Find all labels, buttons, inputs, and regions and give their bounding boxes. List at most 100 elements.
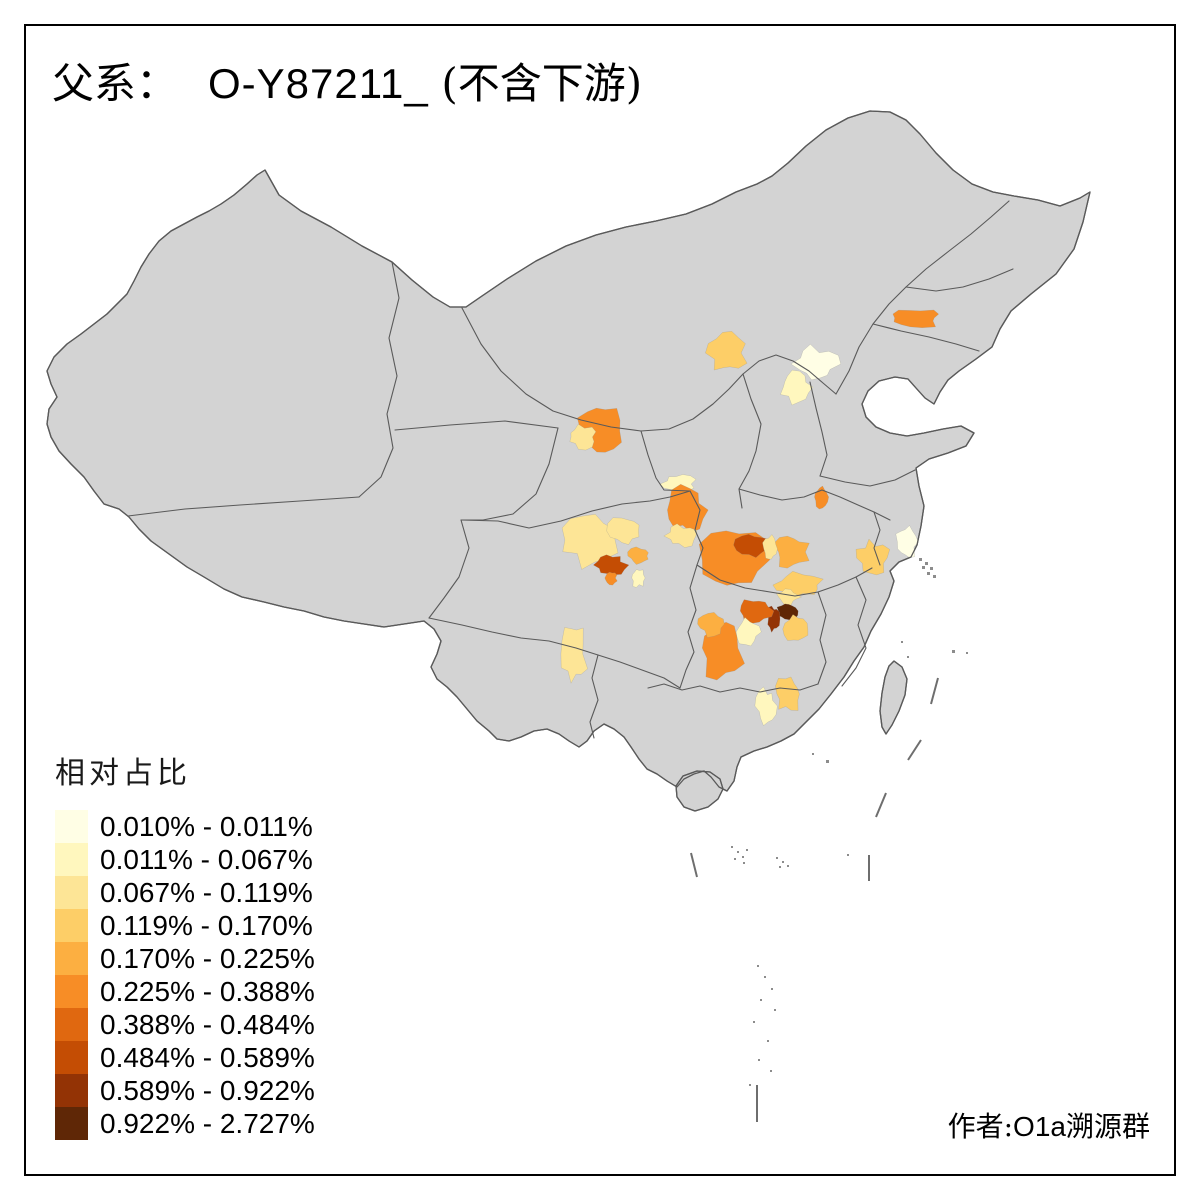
islet-dot bbox=[787, 865, 789, 867]
islet-dot bbox=[901, 641, 903, 643]
islet-dot bbox=[919, 558, 922, 561]
province-border bbox=[428, 617, 599, 656]
province-border bbox=[841, 576, 867, 687]
islet-dot bbox=[907, 656, 909, 658]
province-border bbox=[127, 496, 360, 517]
province-border bbox=[905, 268, 1014, 292]
islet-dot bbox=[743, 862, 745, 864]
map-region bbox=[702, 622, 745, 681]
map-region bbox=[560, 627, 588, 684]
legend-row: 0.922% - 2.727% bbox=[55, 1107, 315, 1140]
islet-dot bbox=[812, 753, 814, 755]
legend-label: 0.589% - 0.922% bbox=[100, 1074, 315, 1106]
islet-dot bbox=[737, 851, 739, 853]
legend-swatch bbox=[55, 1008, 88, 1041]
legend-row: 0.589% - 0.922% bbox=[55, 1074, 315, 1107]
legend-label: 0.010% - 0.011% bbox=[100, 810, 313, 842]
sea-boundary-dash bbox=[690, 852, 698, 878]
mainland-landmass bbox=[46, 110, 1091, 792]
legend-row: 0.010% - 0.011% bbox=[55, 810, 315, 843]
province-border bbox=[738, 488, 891, 521]
islet-dot bbox=[933, 575, 936, 578]
islet-dot bbox=[731, 846, 733, 848]
province-border bbox=[428, 519, 470, 619]
map-region bbox=[776, 588, 803, 606]
map-region bbox=[855, 538, 890, 576]
legend-row: 0.011% - 0.067% bbox=[55, 843, 315, 876]
map-region bbox=[705, 331, 748, 371]
figure-border bbox=[24, 24, 1176, 1176]
islet-dot bbox=[758, 1059, 760, 1061]
province-border bbox=[358, 261, 400, 498]
credit-suffix: 溯源群 bbox=[1065, 1110, 1150, 1143]
islet-dot bbox=[749, 1084, 751, 1086]
sea-boundary-dash bbox=[907, 739, 922, 761]
map-region bbox=[697, 612, 725, 638]
sea-boundary-dash bbox=[875, 792, 887, 818]
islet-dot bbox=[966, 652, 968, 654]
province-border bbox=[394, 420, 559, 431]
title-note: (不含下游) bbox=[441, 59, 643, 108]
legend-swatch bbox=[55, 810, 88, 843]
legend-swatch bbox=[55, 1074, 88, 1107]
province-border bbox=[647, 683, 819, 693]
legend-row: 0.388% - 0.484% bbox=[55, 1008, 315, 1041]
legend-swatch bbox=[55, 1107, 88, 1140]
province-border bbox=[589, 654, 599, 739]
islet-dot bbox=[930, 567, 933, 570]
islet-dot bbox=[847, 854, 849, 856]
legend-label: 0.011% - 0.067% bbox=[100, 843, 313, 875]
legend-swatch bbox=[55, 1041, 88, 1074]
islet-dot bbox=[922, 566, 925, 569]
legend-swatch bbox=[55, 876, 88, 909]
map-region bbox=[663, 523, 698, 548]
map-region bbox=[735, 617, 762, 647]
map-legend: 相对占比 0.010% - 0.011% 0.011% - 0.067% 0.067… bbox=[55, 748, 315, 1140]
islet-dot bbox=[952, 650, 955, 653]
islet-dot bbox=[771, 988, 773, 990]
legend-label: 0.484% - 0.589% bbox=[100, 1041, 315, 1073]
legend-label: 0.170% - 0.225% bbox=[100, 942, 315, 974]
map-region bbox=[733, 534, 769, 558]
legend-row: 0.170% - 0.225% bbox=[55, 942, 315, 975]
province-border bbox=[679, 564, 698, 689]
legend-row: 0.119% - 0.170% bbox=[55, 909, 315, 942]
map-region bbox=[667, 484, 709, 533]
province-border bbox=[597, 654, 681, 689]
islet-dot bbox=[753, 1021, 755, 1023]
legend-swatch bbox=[55, 909, 88, 942]
islet-dot bbox=[776, 857, 778, 859]
legend-label: 0.225% - 0.388% bbox=[100, 975, 315, 1007]
map-region bbox=[604, 571, 618, 586]
credit-latin: O1a bbox=[1013, 1111, 1066, 1142]
map-region bbox=[762, 534, 778, 560]
legend-label: 0.067% - 0.119% bbox=[100, 876, 313, 908]
map-region bbox=[782, 614, 809, 641]
province-border bbox=[696, 564, 873, 597]
islet-dot bbox=[927, 572, 930, 575]
map-region bbox=[773, 535, 810, 569]
province-border bbox=[872, 323, 980, 352]
islet-dot bbox=[757, 965, 759, 967]
page-title: 父系： O-Y87211_ (不含下游) bbox=[52, 60, 642, 108]
map-region bbox=[780, 369, 814, 406]
islet-dot bbox=[760, 999, 762, 1001]
province-border bbox=[689, 490, 704, 566]
province-border bbox=[461, 307, 837, 432]
taiwan-outline bbox=[879, 660, 908, 735]
map-region bbox=[892, 309, 939, 328]
province-border bbox=[819, 469, 916, 487]
legend-row: 0.484% - 0.589% bbox=[55, 1041, 315, 1074]
map-region bbox=[569, 423, 597, 451]
province-border bbox=[873, 511, 881, 566]
islet-dot bbox=[742, 856, 744, 858]
islet-dot bbox=[746, 849, 748, 851]
province-border bbox=[817, 591, 827, 685]
legend-title: 相对占比 bbox=[55, 756, 191, 791]
legend-row: 0.067% - 0.119% bbox=[55, 876, 315, 909]
title-prefix: 父系： bbox=[52, 59, 179, 108]
map-region bbox=[754, 686, 778, 726]
title-haplogroup: O-Y87211_ bbox=[208, 60, 429, 107]
